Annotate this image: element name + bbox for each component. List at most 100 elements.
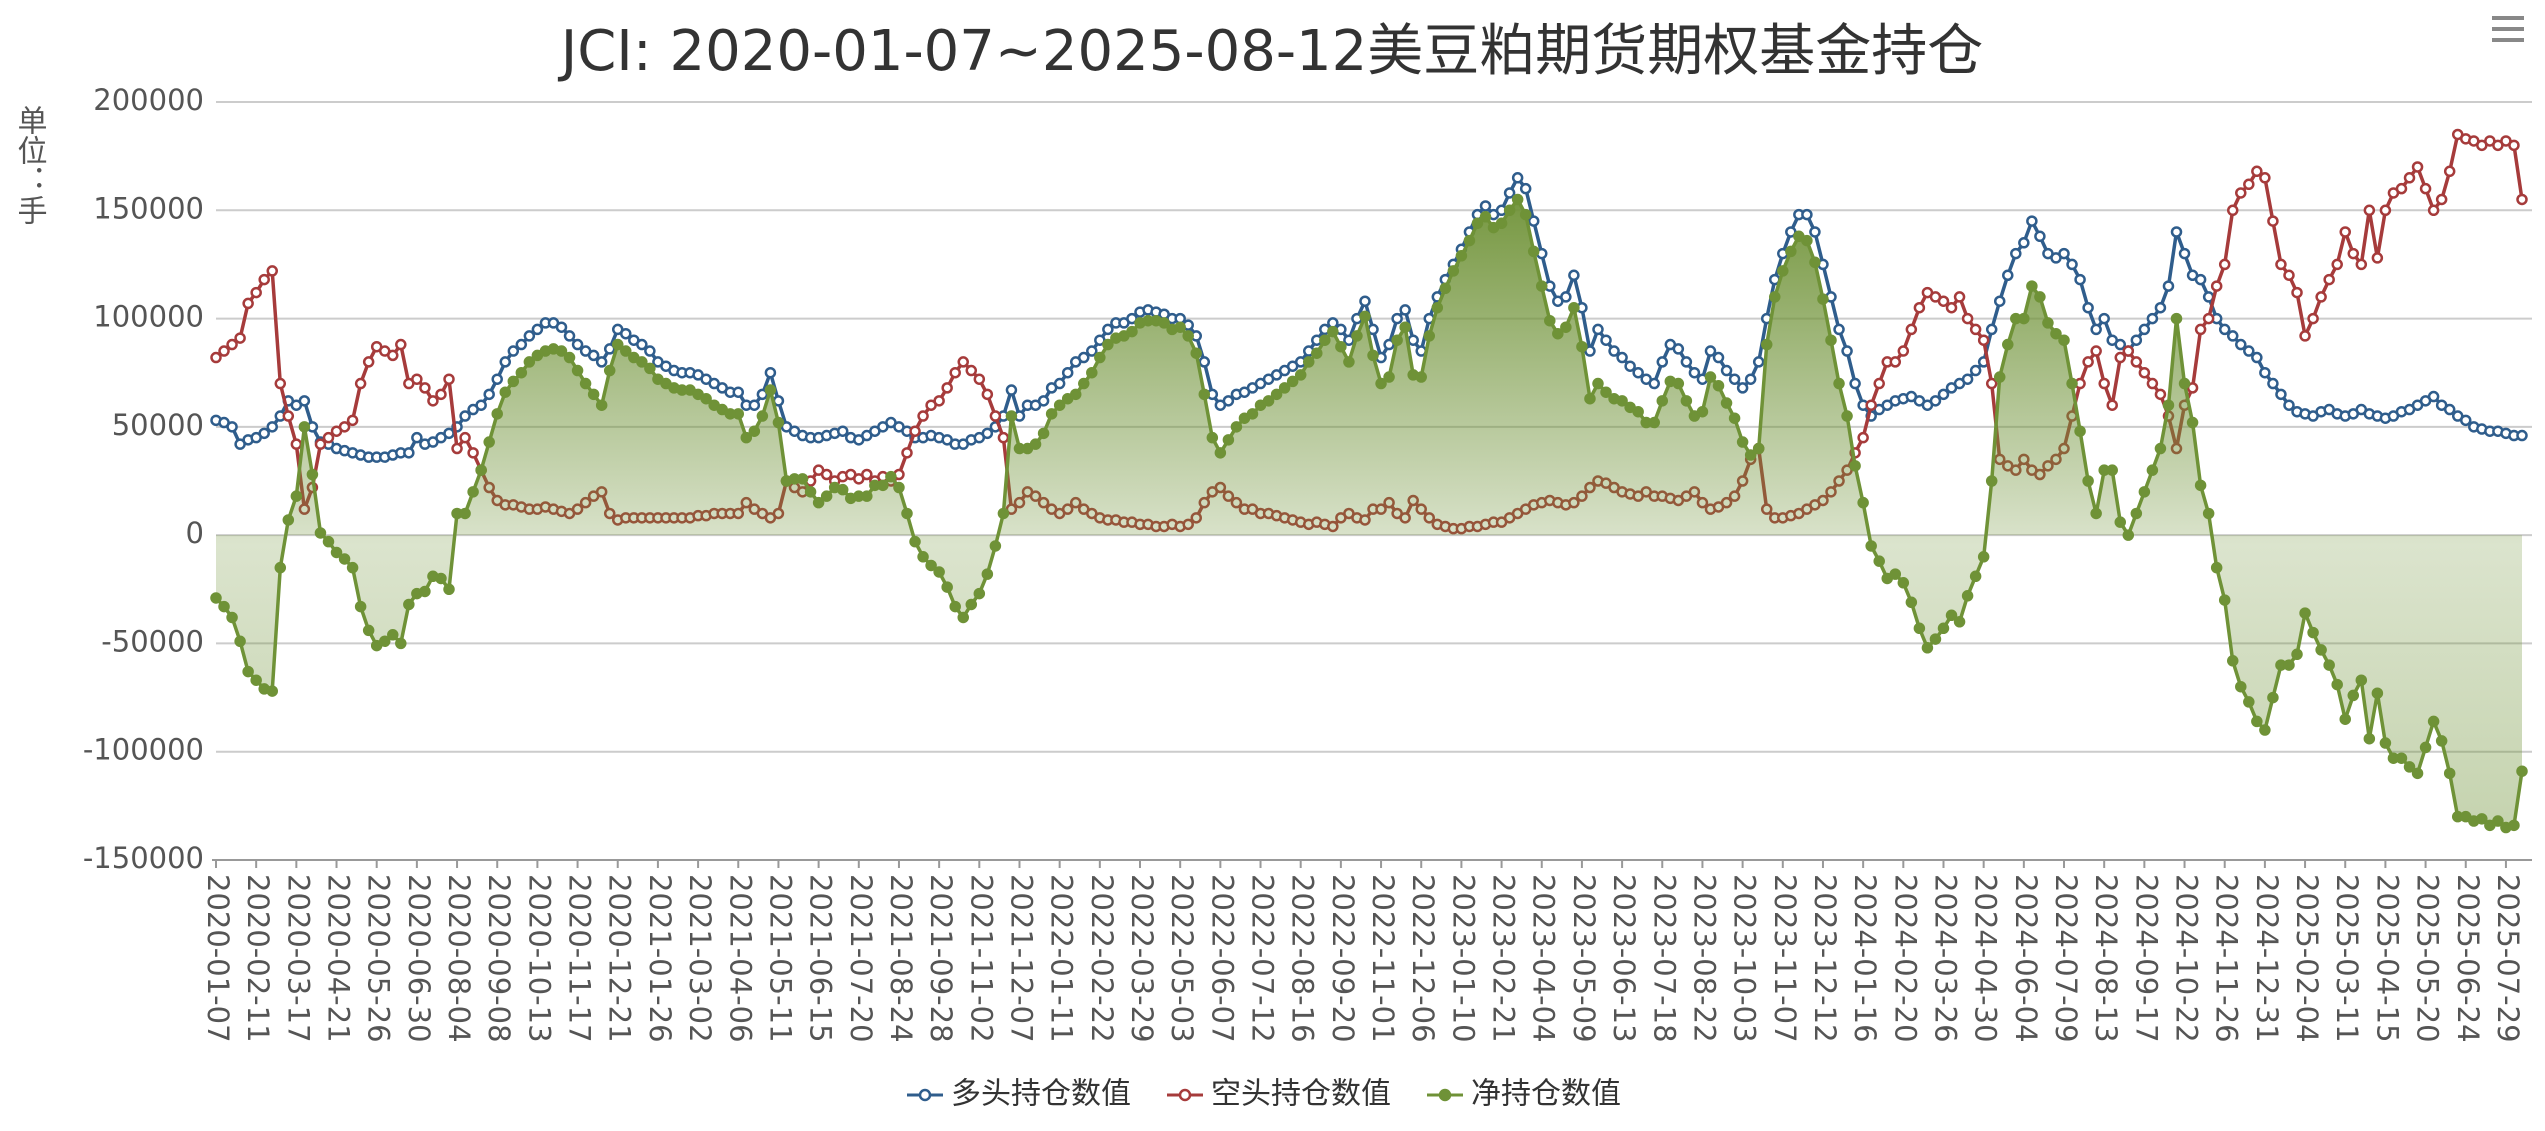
point <box>748 425 761 437</box>
point <box>1206 431 1219 444</box>
point <box>451 442 463 455</box>
point <box>812 496 825 509</box>
point <box>1680 395 1693 407</box>
point <box>1945 301 1958 314</box>
point <box>2516 765 2528 777</box>
legend-label: 空头持仓数值 <box>1211 1077 1391 1112</box>
point <box>2154 301 2167 314</box>
point <box>973 373 986 385</box>
point <box>909 425 921 437</box>
point <box>1905 596 1918 609</box>
point <box>2074 425 2086 437</box>
point <box>1624 360 1636 372</box>
point <box>2516 193 2528 206</box>
point <box>836 483 849 496</box>
x-tick-label: 2024-03-26 <box>1928 874 1962 1043</box>
x-tick-label: 2020-03-17 <box>281 874 315 1043</box>
point <box>1495 217 1508 230</box>
point <box>1809 256 1821 269</box>
point <box>2323 273 2335 286</box>
point <box>314 527 327 539</box>
point <box>1544 314 1556 327</box>
point <box>274 561 287 574</box>
x-tick-label: 2020-11-17 <box>563 874 597 1043</box>
x-tick-label: 2025-03-11 <box>2330 874 2364 1043</box>
point <box>258 427 270 440</box>
point <box>1977 334 1990 346</box>
point <box>507 345 520 357</box>
point <box>1182 330 1194 342</box>
legend-item[interactable]: 多头持仓数值 <box>907 1077 1131 1112</box>
point <box>2339 713 2351 725</box>
point <box>1391 334 1403 346</box>
point <box>1286 375 1299 388</box>
x-tick-label: 2024-06-04 <box>2009 874 2043 1043</box>
point <box>1005 384 1018 396</box>
legend-item[interactable]: 空头持仓数值 <box>1167 1077 1391 1112</box>
point <box>1833 323 1845 336</box>
point <box>989 540 1002 552</box>
point <box>2435 193 2448 206</box>
point <box>1005 410 1018 422</box>
point <box>1720 397 1733 409</box>
point <box>2066 377 2078 390</box>
point <box>298 395 311 407</box>
point <box>2082 356 2094 368</box>
point <box>1519 182 1532 195</box>
point <box>2194 323 2207 336</box>
point <box>2243 345 2255 357</box>
point <box>1359 310 1371 323</box>
point <box>620 345 632 357</box>
point <box>1053 377 1066 390</box>
point <box>1937 388 1950 401</box>
point <box>1736 436 1749 448</box>
point <box>1977 551 1990 563</box>
point <box>1399 304 1411 316</box>
point <box>2315 644 2327 656</box>
point <box>1817 293 1829 305</box>
point <box>1961 590 1974 602</box>
x-tick-label: 2021-11-02 <box>964 874 998 1043</box>
x-tick-label: 2021-12-07 <box>1004 874 1038 1043</box>
point <box>1431 301 1444 314</box>
x-tick-label: 2021-04-06 <box>723 874 757 1043</box>
point <box>1126 325 1138 338</box>
point <box>981 427 994 440</box>
x-tick-label: 2024-08-13 <box>2089 874 2123 1043</box>
point <box>1873 377 1885 390</box>
point <box>2138 486 2151 498</box>
point <box>1198 356 1211 368</box>
point <box>2291 648 2303 661</box>
point <box>571 338 584 351</box>
point <box>1302 356 1315 368</box>
point <box>2267 691 2279 704</box>
point <box>1102 323 1114 336</box>
point <box>346 561 359 574</box>
x-tick-label: 2023-04-04 <box>1527 874 1561 1043</box>
x-tick-label: 2020-08-04 <box>442 874 476 1043</box>
point <box>1600 386 1612 398</box>
point <box>2443 767 2456 780</box>
x-tick-label: 2024-11-26 <box>2210 874 2244 1043</box>
point <box>1053 399 1066 411</box>
point <box>861 468 873 481</box>
menu-icon[interactable] <box>2492 16 2524 42</box>
point <box>226 338 238 351</box>
y-tick-label: 100000 <box>93 300 204 334</box>
point <box>1423 330 1436 342</box>
x-tick-label: 2020-02-11 <box>241 874 275 1043</box>
point <box>1327 325 1339 338</box>
x-tick-label: 2023-05-09 <box>1567 874 1601 1043</box>
point <box>2114 516 2127 528</box>
point <box>2058 334 2070 346</box>
point <box>2186 416 2199 429</box>
point <box>877 479 889 492</box>
x-tick-label: 2023-02-21 <box>1487 874 1521 1043</box>
point <box>2050 327 2062 340</box>
x-tick-label: 2025-04-15 <box>2370 874 2404 1043</box>
point <box>234 332 246 344</box>
point <box>1672 343 1685 355</box>
point <box>1865 540 1877 552</box>
point <box>1045 408 1058 420</box>
legend-item[interactable]: 净持仓数值 <box>1427 1077 1621 1112</box>
